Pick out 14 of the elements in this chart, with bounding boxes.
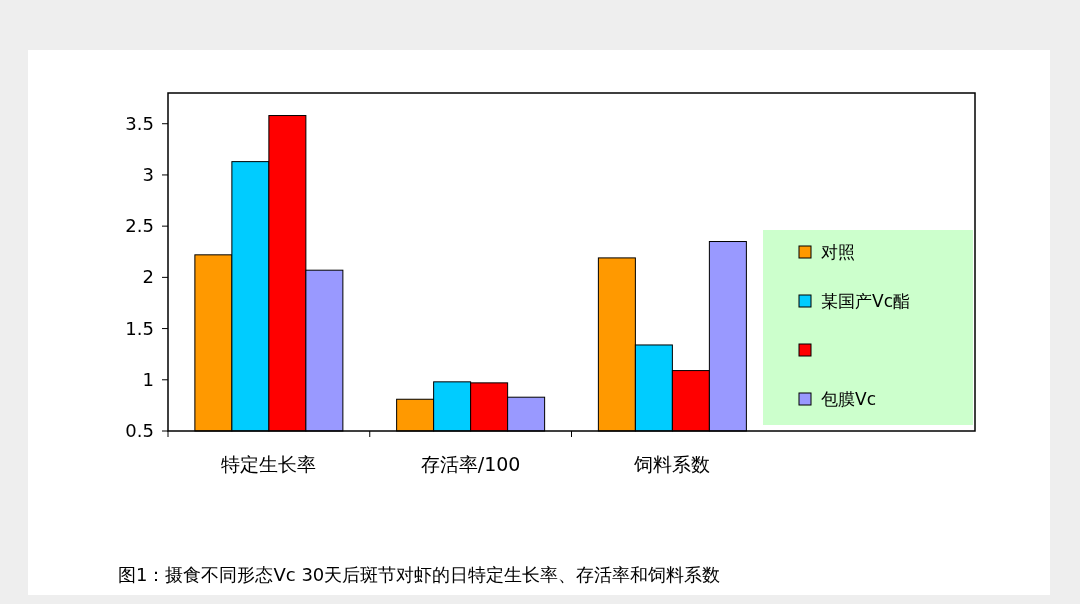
legend-label: 某国产Vc酯	[821, 291, 910, 311]
legend-label: 对照	[821, 242, 855, 262]
y-tick-label: 2.5	[125, 215, 154, 237]
y-tick-label: 1.5	[125, 317, 154, 339]
y-tick-label: 0.5	[125, 420, 154, 441]
y-tick-label: 3.5	[125, 112, 154, 134]
x-tick-label: 特定生长率	[221, 453, 317, 475]
caption: 图1：摄食不同形态Vc 30天后斑节对虾的日特定生长率、存活率和饲料系数	[118, 564, 721, 585]
y-tick-label: 1	[142, 368, 154, 390]
y-tick-label: 3	[142, 163, 154, 185]
x-tick-label: 存活率/100	[420, 453, 521, 475]
legend-label: 包膜Vc	[821, 389, 876, 409]
x-tick-label: 饲料系数	[633, 453, 711, 475]
y-tick-label: 2	[142, 266, 154, 288]
